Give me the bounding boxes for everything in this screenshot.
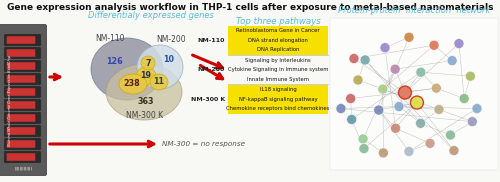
Circle shape xyxy=(404,147,414,157)
Circle shape xyxy=(378,148,388,158)
Text: NM-300 K: NM-300 K xyxy=(191,97,225,102)
Text: Retinoblastoma Gene in Cancer: Retinoblastoma Gene in Cancer xyxy=(236,28,320,33)
Circle shape xyxy=(394,102,404,112)
Text: Innate Immune System: Innate Immune System xyxy=(247,77,309,82)
Circle shape xyxy=(466,71,475,81)
FancyBboxPatch shape xyxy=(4,151,41,163)
Circle shape xyxy=(360,55,370,65)
Circle shape xyxy=(390,64,400,74)
Circle shape xyxy=(378,84,388,94)
Text: NM-300 = no response: NM-300 = no response xyxy=(162,141,245,147)
Circle shape xyxy=(468,117,477,127)
Text: Gene expression analysis workflow in THP-1 cells after exposure to metal-based n: Gene expression analysis workflow in THP… xyxy=(7,3,493,12)
Circle shape xyxy=(358,134,368,144)
Circle shape xyxy=(446,130,456,140)
Circle shape xyxy=(454,39,464,49)
Text: |||||||||||||: ||||||||||||| xyxy=(14,167,32,171)
Circle shape xyxy=(374,105,384,115)
FancyBboxPatch shape xyxy=(4,35,41,46)
Ellipse shape xyxy=(106,64,182,120)
Text: NM-110: NM-110 xyxy=(95,34,125,43)
FancyBboxPatch shape xyxy=(4,48,41,58)
Circle shape xyxy=(359,144,369,154)
Text: Top three pathways: Top three pathways xyxy=(236,17,320,26)
Text: 7: 7 xyxy=(145,58,151,68)
Text: 11: 11 xyxy=(154,78,164,86)
Text: Illumina Whole-Genome Gene Expression BeadChip: Illumina Whole-Genome Gene Expression Be… xyxy=(8,54,12,145)
Circle shape xyxy=(346,114,356,124)
Text: DNA Replication: DNA Replication xyxy=(257,47,299,52)
Text: Chemokine receptors bind chemokines: Chemokine receptors bind chemokines xyxy=(226,106,330,111)
Text: Cytokine Signaling in Immune system: Cytokine Signaling in Immune system xyxy=(228,67,328,72)
Ellipse shape xyxy=(150,74,168,90)
Text: Differentialy expressed genes: Differentialy expressed genes xyxy=(88,11,214,20)
FancyBboxPatch shape xyxy=(4,100,41,110)
Text: NM-300 K: NM-300 K xyxy=(126,111,164,120)
FancyBboxPatch shape xyxy=(4,112,41,124)
FancyBboxPatch shape xyxy=(6,101,36,109)
FancyBboxPatch shape xyxy=(6,36,36,44)
Circle shape xyxy=(380,43,390,53)
Circle shape xyxy=(349,54,359,64)
FancyBboxPatch shape xyxy=(4,126,41,136)
FancyBboxPatch shape xyxy=(6,62,36,70)
Text: NM-110: NM-110 xyxy=(198,38,225,43)
Ellipse shape xyxy=(141,56,155,70)
Circle shape xyxy=(429,40,439,50)
Circle shape xyxy=(346,94,356,104)
Circle shape xyxy=(353,75,363,85)
FancyBboxPatch shape xyxy=(228,26,328,54)
FancyBboxPatch shape xyxy=(4,60,41,72)
FancyBboxPatch shape xyxy=(330,18,498,170)
Circle shape xyxy=(398,86,411,99)
Circle shape xyxy=(472,104,482,114)
Text: IL18 signaling: IL18 signaling xyxy=(260,87,296,92)
FancyBboxPatch shape xyxy=(6,140,36,148)
Text: 363: 363 xyxy=(138,98,154,106)
Text: NM-200: NM-200 xyxy=(156,35,186,44)
FancyBboxPatch shape xyxy=(6,75,36,83)
Ellipse shape xyxy=(136,67,156,85)
FancyBboxPatch shape xyxy=(4,74,41,84)
Text: 10: 10 xyxy=(164,54,174,64)
FancyBboxPatch shape xyxy=(6,88,36,96)
Ellipse shape xyxy=(119,74,147,94)
Circle shape xyxy=(434,104,444,114)
FancyBboxPatch shape xyxy=(4,86,41,98)
FancyBboxPatch shape xyxy=(228,85,328,114)
Circle shape xyxy=(432,83,442,93)
Text: Signaling by Interleukins: Signaling by Interleukins xyxy=(245,58,311,63)
Circle shape xyxy=(404,32,414,42)
FancyBboxPatch shape xyxy=(6,127,36,135)
Text: NM-200: NM-200 xyxy=(198,67,225,72)
Ellipse shape xyxy=(91,38,163,100)
Text: Protein-protein  interaction  network: Protein-protein interaction network xyxy=(338,6,490,15)
Text: 238: 238 xyxy=(124,80,140,88)
FancyBboxPatch shape xyxy=(0,25,46,175)
Circle shape xyxy=(416,67,426,77)
Circle shape xyxy=(410,96,424,109)
Text: 126: 126 xyxy=(106,56,122,66)
Circle shape xyxy=(336,104,346,114)
Text: 19: 19 xyxy=(140,72,151,80)
Circle shape xyxy=(390,123,400,133)
Circle shape xyxy=(447,56,457,66)
Circle shape xyxy=(459,94,469,104)
Text: DNA strand elongation: DNA strand elongation xyxy=(248,38,308,43)
FancyBboxPatch shape xyxy=(6,153,36,161)
Circle shape xyxy=(416,118,426,128)
Ellipse shape xyxy=(137,45,183,89)
Circle shape xyxy=(425,138,435,148)
Circle shape xyxy=(449,146,459,156)
FancyBboxPatch shape xyxy=(6,114,36,122)
FancyBboxPatch shape xyxy=(6,49,36,57)
Text: NF-kappaB signaling pathway: NF-kappaB signaling pathway xyxy=(238,97,318,102)
FancyBboxPatch shape xyxy=(4,139,41,149)
